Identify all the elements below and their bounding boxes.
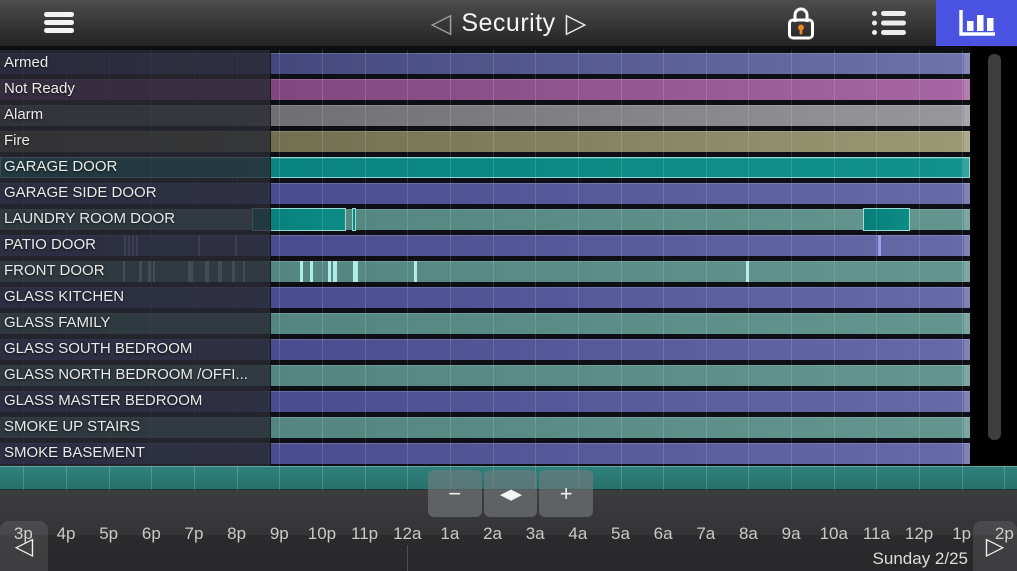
hamburger-icon bbox=[44, 12, 74, 17]
event-tick[interactable] bbox=[300, 261, 303, 282]
zoom-controls: − ◀▶ + bbox=[428, 470, 594, 517]
row-label: GLASS MASTER BEDROOM bbox=[4, 392, 203, 409]
event-tick[interactable] bbox=[414, 261, 417, 282]
page-next-button[interactable]: ▷ bbox=[973, 521, 1017, 571]
hour-gridline bbox=[321, 466, 323, 490]
menu-button[interactable] bbox=[30, 0, 90, 46]
axis-hour-label: 11p bbox=[351, 524, 379, 543]
date-label: Sunday 2/25 bbox=[872, 549, 968, 568]
hour-gridline bbox=[620, 466, 622, 490]
axis-hour-label: 10p bbox=[307, 524, 337, 543]
row-label: GLASS SOUTH BEDROOM bbox=[4, 340, 193, 357]
hour-gridline bbox=[876, 466, 878, 490]
event-tick[interactable] bbox=[878, 235, 881, 256]
page-next-arrow-icon: ▷ bbox=[985, 532, 1005, 560]
row-label: Alarm bbox=[4, 106, 44, 123]
hour-gridline bbox=[705, 466, 707, 490]
axis-hour-label: 1a bbox=[440, 524, 460, 543]
axis-hour-label: 2p bbox=[994, 524, 1014, 543]
axis-hour-label: 7a bbox=[696, 524, 716, 543]
row-label: Armed bbox=[4, 54, 49, 71]
title-next-button[interactable]: ▷ bbox=[565, 8, 587, 38]
zoom-in-button[interactable]: + bbox=[539, 470, 594, 517]
row-label: SMOKE UP STAIRS bbox=[4, 418, 141, 435]
page-title: Security bbox=[461, 8, 556, 37]
event-segment[interactable] bbox=[863, 208, 910, 231]
lock-status-button[interactable] bbox=[779, 0, 823, 46]
hour-gridline bbox=[66, 466, 68, 490]
title-prev-button[interactable]: ◁ bbox=[430, 8, 452, 38]
event-list-button[interactable] bbox=[867, 0, 911, 46]
vertical-scrollbar-thumb[interactable] bbox=[988, 54, 1001, 440]
axis-hour-label: 11a bbox=[862, 524, 890, 543]
axis-hour-label: 8p bbox=[227, 524, 247, 543]
hour-gridline bbox=[961, 466, 963, 490]
axis-hour-label: 6a bbox=[653, 524, 673, 543]
bar-chart-icon bbox=[958, 10, 995, 36]
axis-hour-label: 5a bbox=[611, 524, 630, 543]
event-tick[interactable] bbox=[353, 261, 358, 282]
top-bar: ◁ Security ▷ bbox=[0, 0, 1017, 47]
axis-hour-label: 12p bbox=[904, 524, 934, 543]
title-group: ◁ Security ▷ bbox=[431, 0, 587, 46]
row-label: LAUNDRY ROOM DOOR bbox=[4, 210, 176, 227]
list-icon bbox=[872, 11, 906, 35]
hour-gridline bbox=[833, 466, 835, 490]
hour-gridline bbox=[23, 466, 25, 490]
hour-gridline bbox=[236, 466, 238, 490]
row-label: Fire bbox=[4, 132, 30, 149]
axis-hour-label: 3p bbox=[13, 524, 33, 543]
axis-hour-label: 4a bbox=[568, 524, 588, 543]
row-label: GARAGE SIDE DOOR bbox=[4, 184, 157, 201]
axis-hour-label: 2a bbox=[483, 524, 503, 543]
axis-hour-label: 5p bbox=[99, 524, 119, 543]
event-tick[interactable] bbox=[328, 261, 331, 282]
hour-gridline bbox=[407, 466, 409, 490]
axis-hour-label: 12a bbox=[393, 524, 422, 543]
page-prev-button[interactable]: ◁ bbox=[0, 521, 48, 571]
page-prev-arrow-icon: ◁ bbox=[14, 532, 34, 560]
axis-hour-label: 9p bbox=[269, 524, 289, 543]
hour-gridline bbox=[108, 466, 110, 490]
vertical-scrollbar-track[interactable] bbox=[970, 46, 1017, 466]
axis-hour-label: 7p bbox=[184, 524, 204, 543]
hour-gridline bbox=[1004, 466, 1006, 490]
timeline-chart: Armed Not Ready Alarm Fire GARAGE DOOR GARAGE… bbox=[0, 46, 1006, 466]
event-tick[interactable] bbox=[746, 261, 749, 282]
row-label: GLASS KITCHEN bbox=[4, 288, 125, 305]
row-label: FRONT DOOR bbox=[4, 262, 105, 279]
axis-hour-label: 1p bbox=[952, 524, 972, 543]
hour-gridline bbox=[791, 466, 793, 490]
zoom-out-button[interactable]: − bbox=[428, 470, 482, 517]
axis-hour-label: 4p bbox=[56, 524, 76, 543]
event-segment[interactable] bbox=[352, 208, 356, 231]
row-label: GLASS NORTH BEDROOM /OFFI... bbox=[4, 366, 248, 383]
hour-gridline bbox=[151, 466, 153, 490]
event-tick[interactable] bbox=[333, 261, 337, 282]
row-label: GLASS FAMILY bbox=[4, 314, 111, 331]
hour-gridline bbox=[919, 466, 921, 490]
axis-hour-label: 3a bbox=[525, 524, 545, 543]
hour-gridline bbox=[748, 466, 750, 490]
hour-gridline bbox=[663, 466, 665, 490]
timeline-chart-button[interactable] bbox=[936, 0, 1017, 46]
row-label: PATIO DOOR bbox=[4, 236, 96, 253]
lock-icon bbox=[788, 7, 814, 40]
hour-gridline bbox=[364, 466, 366, 490]
axis-hour-label: 10a bbox=[819, 524, 848, 543]
event-tick[interactable] bbox=[310, 261, 313, 282]
midnight-divider bbox=[407, 545, 409, 571]
axis-hour-label: 8a bbox=[738, 524, 758, 543]
hour-gridline bbox=[279, 466, 281, 490]
hour-gridline bbox=[194, 466, 195, 490]
row-label: Not Ready bbox=[4, 80, 75, 97]
axis-hour-label: 9a bbox=[781, 524, 801, 543]
axis-hour-label: 6p bbox=[141, 524, 161, 543]
row-label-panel: Armed Not Ready Alarm Fire GARAGE DOOR GARAGE… bbox=[0, 50, 271, 466]
pan-button[interactable]: ◀▶ bbox=[483, 470, 538, 517]
row-label: SMOKE BASEMENT bbox=[4, 444, 145, 461]
row-label: GARAGE DOOR bbox=[4, 158, 118, 175]
